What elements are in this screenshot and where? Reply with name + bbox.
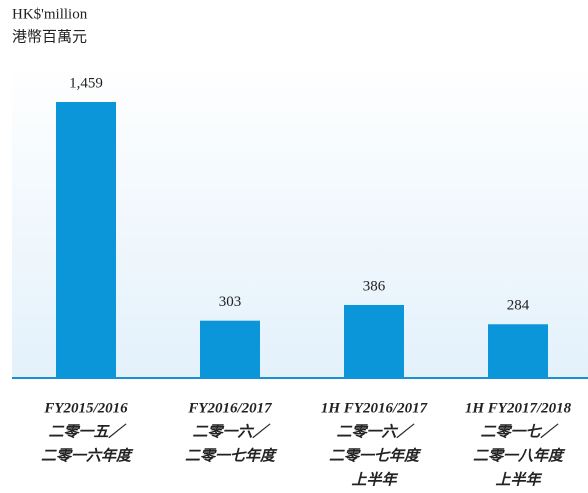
bar [488,324,548,378]
x-tick-label: 二零一七年度 [185,446,278,464]
x-tick-label: FY2016/2017 [187,400,272,416]
bar [56,102,116,378]
x-tick-label: 二零一五／ [48,422,126,440]
x-tick-label: 二零一八年度 [473,446,566,464]
bar [344,304,404,378]
x-tick-label: 上半年 [495,470,542,488]
unit-label: 港幣百萬元 [12,28,87,45]
x-tick-label: 二零一七年度 [329,446,422,464]
value-label: 284 [507,298,530,314]
x-tick-label: 二零一六／ [336,422,414,440]
unit-label: HK$'million [12,6,88,22]
x-tick-label: 1H FY2016/2017 [321,400,428,416]
value-label: 303 [219,294,242,310]
value-label: 386 [363,278,386,294]
x-tick-label: 二零一六／ [192,422,270,440]
value-label: 1,459 [69,75,103,91]
x-tick-label: 上半年 [351,470,398,488]
x-tick-label: FY2015/2016 [43,400,128,416]
x-tick-label: 二零一六年度 [41,446,134,464]
x-tick-label: 1H FY2017/2018 [465,400,572,416]
x-tick-label: 二零一七／ [480,422,558,440]
bar [200,320,260,378]
